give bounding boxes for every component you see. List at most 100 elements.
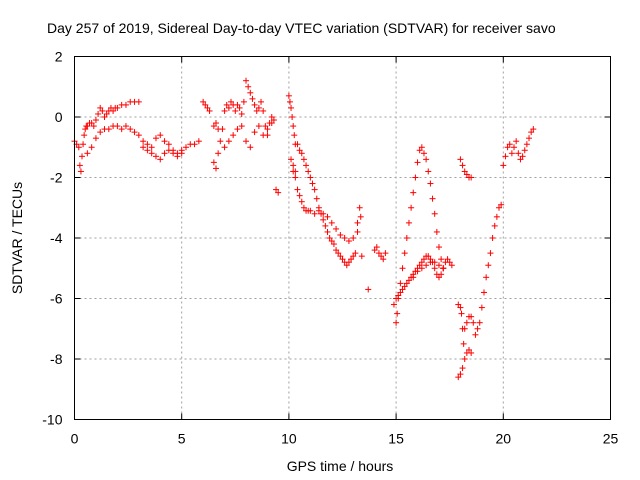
data-point <box>493 213 500 220</box>
data-point <box>311 186 318 193</box>
data-point <box>481 289 488 296</box>
data-point <box>397 289 404 296</box>
data-point <box>357 213 364 220</box>
data-point <box>135 98 142 105</box>
data-point <box>455 374 462 381</box>
data-point <box>496 204 503 211</box>
data-point <box>345 238 352 245</box>
data-point <box>416 262 423 269</box>
data-point <box>468 174 475 181</box>
data-point <box>393 295 400 302</box>
data-point <box>288 156 295 163</box>
data-point <box>356 204 363 211</box>
data-point <box>210 159 217 166</box>
data-point <box>393 319 400 326</box>
data-point <box>247 144 254 151</box>
y-tick-label: 2 <box>55 49 63 65</box>
data-point <box>425 253 432 260</box>
data-point <box>90 123 97 130</box>
data-point <box>431 210 438 217</box>
data-point <box>315 204 322 211</box>
x-tick-label: 5 <box>178 431 186 447</box>
data-point <box>468 349 475 356</box>
data-point <box>286 98 293 105</box>
x-tick-label: 25 <box>603 431 619 447</box>
x-tick-label: 20 <box>496 431 512 447</box>
data-point <box>354 219 361 226</box>
data-point <box>440 265 447 272</box>
data-point <box>240 98 247 105</box>
data-point <box>461 325 468 332</box>
data-point <box>498 201 505 208</box>
data-point <box>105 126 112 133</box>
data-point <box>238 110 245 117</box>
data-points <box>71 77 537 381</box>
data-point <box>243 138 250 145</box>
plot-frame <box>74 56 611 420</box>
data-point <box>485 262 492 269</box>
data-point <box>455 301 462 308</box>
data-point <box>298 150 305 157</box>
data-point <box>290 162 297 169</box>
y-tick-label: -6 <box>50 291 63 307</box>
data-point <box>290 168 297 175</box>
data-point <box>253 107 260 114</box>
data-point <box>202 101 209 108</box>
data-point <box>326 235 333 241</box>
data-point <box>513 138 520 145</box>
data-point <box>84 123 91 130</box>
data-point <box>358 253 365 260</box>
data-point <box>333 225 340 232</box>
data-point <box>101 114 108 120</box>
data-point <box>438 256 445 263</box>
data-point <box>88 120 95 127</box>
data-point <box>382 250 389 257</box>
data-point <box>313 195 320 202</box>
data-point <box>144 141 151 148</box>
data-point <box>483 274 490 281</box>
data-point <box>431 265 438 272</box>
data-point <box>288 104 295 111</box>
data-point <box>80 141 87 148</box>
data-point <box>341 235 348 241</box>
data-point <box>418 265 425 272</box>
data-point <box>515 150 522 157</box>
data-point <box>152 135 159 142</box>
data-point <box>324 228 331 235</box>
data-point <box>375 250 382 257</box>
data-point <box>425 168 432 175</box>
data-point <box>76 162 83 169</box>
data-point <box>247 89 254 96</box>
chart-title: Day 257 of 2019, Sidereal Day-to-day VTE… <box>47 20 556 36</box>
data-point <box>81 132 88 139</box>
data-point <box>526 135 533 142</box>
data-point <box>206 107 213 114</box>
data-point <box>320 216 327 223</box>
data-point <box>182 144 189 151</box>
data-point <box>273 186 280 193</box>
data-point <box>140 138 147 145</box>
data-point <box>350 235 357 241</box>
data-point <box>459 162 466 169</box>
data-point <box>322 222 329 229</box>
data-point <box>77 168 84 175</box>
data-point <box>472 331 479 338</box>
data-point <box>307 174 314 181</box>
data-point <box>414 268 421 275</box>
data-point <box>264 126 271 133</box>
data-point <box>491 222 498 229</box>
data-point <box>504 144 511 151</box>
data-point <box>401 283 408 290</box>
data-point <box>465 346 472 353</box>
data-point <box>337 253 344 260</box>
data-point <box>461 356 468 362</box>
data-point <box>311 210 318 217</box>
data-point <box>468 313 475 320</box>
data-point <box>290 123 297 130</box>
data-point <box>470 319 477 326</box>
data-point <box>251 101 258 108</box>
data-point <box>435 262 442 269</box>
data-point <box>99 107 106 114</box>
y-axis-label: SDTVAR / TECUs <box>9 182 25 294</box>
data-point <box>446 259 453 266</box>
